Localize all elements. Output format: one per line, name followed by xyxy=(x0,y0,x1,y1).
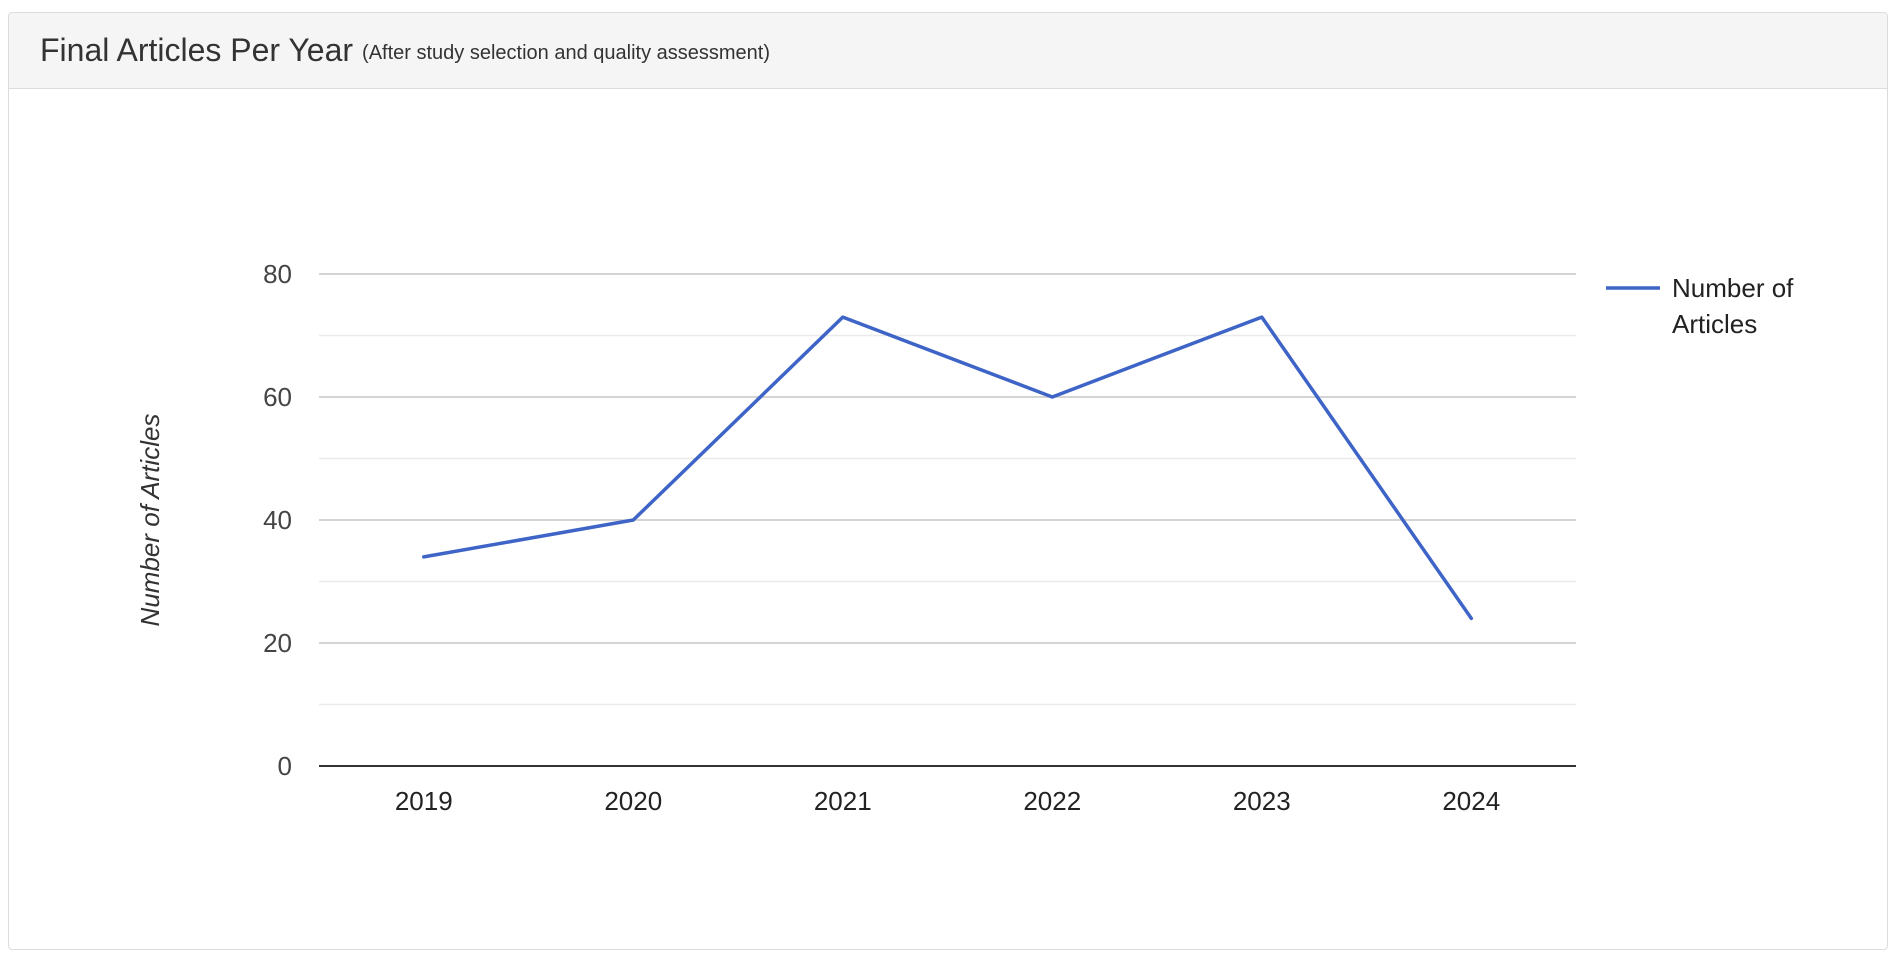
x-tick-label: 2023 xyxy=(1233,786,1291,816)
chart-panel: Final Articles Per Year (After study sel… xyxy=(8,12,1888,950)
y-axis-tick-labels: 0 20 40 60 80 xyxy=(263,259,292,781)
data-point xyxy=(1261,316,1263,318)
x-tick-label: 2024 xyxy=(1442,786,1500,816)
major-gridlines xyxy=(319,273,1576,644)
y-tick-label: 40 xyxy=(263,505,292,535)
y-tick-label: 80 xyxy=(263,259,292,289)
x-tick-label: 2020 xyxy=(604,786,662,816)
data-point xyxy=(1470,617,1472,619)
x-tick-label: 2019 xyxy=(395,786,453,816)
legend-label: Number of xyxy=(1672,273,1794,303)
series-line xyxy=(422,315,1474,621)
panel-heading: Final Articles Per Year (After study sel… xyxy=(9,13,1887,89)
data-point xyxy=(1051,396,1053,398)
x-axis-tick-labels: 2019 2020 2021 2022 2023 2024 xyxy=(395,786,1500,816)
y-tick-label: 60 xyxy=(263,382,292,412)
series-lines xyxy=(422,315,1474,621)
y-tick-label: 20 xyxy=(263,628,292,658)
legend: Number of Articles xyxy=(1606,273,1794,339)
panel-title: Final Articles Per Year xyxy=(40,32,354,68)
data-point xyxy=(632,519,634,521)
legend-label: Articles xyxy=(1672,309,1757,339)
minor-gridlines xyxy=(319,334,1576,706)
y-tick-label: 0 xyxy=(278,751,292,781)
x-tick-label: 2022 xyxy=(1023,786,1081,816)
y-axis-title: Number of Articles xyxy=(135,414,165,627)
data-point xyxy=(423,556,425,558)
x-tick-label: 2021 xyxy=(814,786,872,816)
panel-subtitle: (After study selection and quality asses… xyxy=(362,42,771,64)
data-point xyxy=(842,316,844,318)
